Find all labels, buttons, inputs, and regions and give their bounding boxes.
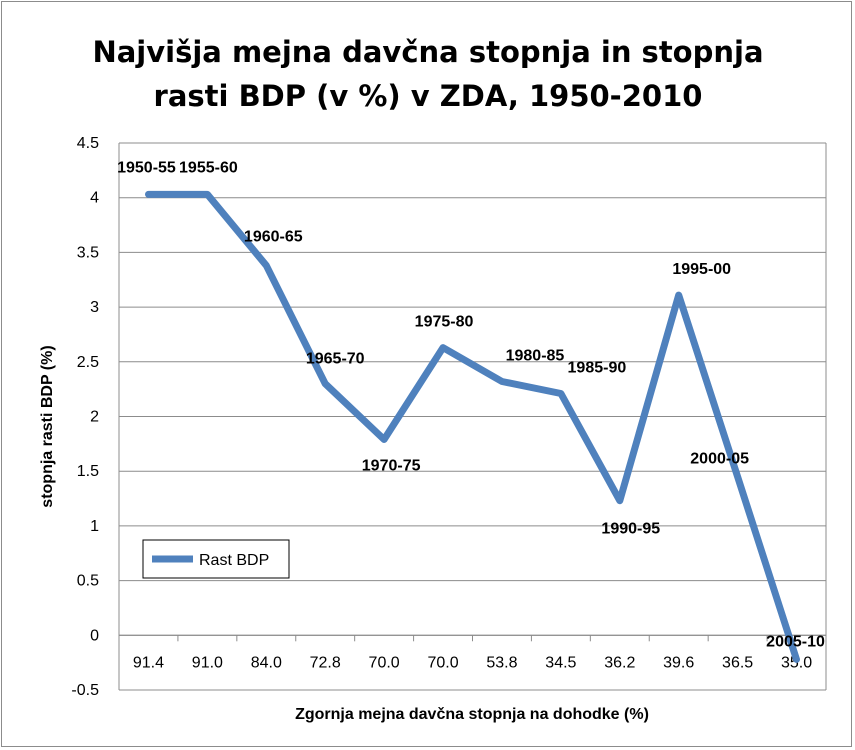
y-axis-title: stopnja rasti BDP (%) bbox=[39, 345, 56, 507]
y-tick-label: 4.5 bbox=[77, 135, 99, 152]
x-tick-label: 91.0 bbox=[192, 654, 223, 671]
chart-title-line-2: rasti BDP (v %) v ZDA, 1950-2010 bbox=[154, 79, 703, 113]
legend-label: Rast BDP bbox=[199, 552, 269, 569]
point-label: 1980-85 bbox=[506, 347, 565, 364]
y-tick-label: -0.5 bbox=[71, 682, 99, 699]
y-tick-label: 4 bbox=[90, 190, 99, 207]
x-tick-label: 72.8 bbox=[310, 654, 341, 671]
y-tick-label: 0 bbox=[90, 627, 99, 644]
point-label: 1955-60 bbox=[179, 159, 238, 176]
y-tick-label: 0.5 bbox=[77, 573, 99, 590]
x-axis-title: Zgornja mejna davčna stopnja na dohodke … bbox=[295, 706, 649, 723]
point-label: 1990-95 bbox=[601, 521, 660, 538]
y-tick-label: 3.5 bbox=[77, 244, 99, 261]
x-tick-label: 84.0 bbox=[251, 654, 282, 671]
x-tick-label: 36.5 bbox=[722, 654, 753, 671]
x-tick-label: 70.0 bbox=[427, 654, 458, 671]
chart-title-line-1: Najvišja mejna davčna stopnja in stopnja bbox=[92, 35, 763, 69]
y-tick-label: 1 bbox=[90, 518, 99, 535]
point-label: 1970-75 bbox=[362, 457, 421, 474]
y-tick-label: 3 bbox=[90, 299, 99, 316]
point-label: 1950-55 bbox=[117, 159, 176, 176]
y-tick-label: 1.5 bbox=[77, 463, 99, 480]
point-label: 2000-05 bbox=[690, 451, 749, 468]
series-line-rast-bdp bbox=[145, 190, 800, 663]
point-label: 1995-00 bbox=[672, 261, 731, 278]
x-tick-label: 36.2 bbox=[604, 654, 635, 671]
x-tick-label: 39.6 bbox=[663, 654, 694, 671]
x-tick-label: 34.5 bbox=[545, 654, 576, 671]
point-label: 1985-90 bbox=[568, 360, 627, 377]
x-tick-label: 70.0 bbox=[369, 654, 400, 671]
point-label: 1975-80 bbox=[415, 314, 474, 331]
y-tick-label: 2.5 bbox=[77, 354, 99, 371]
x-tick-label: 53.8 bbox=[486, 654, 517, 671]
point-label: 1960-65 bbox=[244, 229, 303, 246]
point-label: 2005-10 bbox=[766, 633, 825, 650]
x-tick-label: 91.4 bbox=[133, 654, 164, 671]
y-tick-label: 2 bbox=[90, 409, 99, 426]
point-label: 1965-70 bbox=[306, 351, 365, 368]
